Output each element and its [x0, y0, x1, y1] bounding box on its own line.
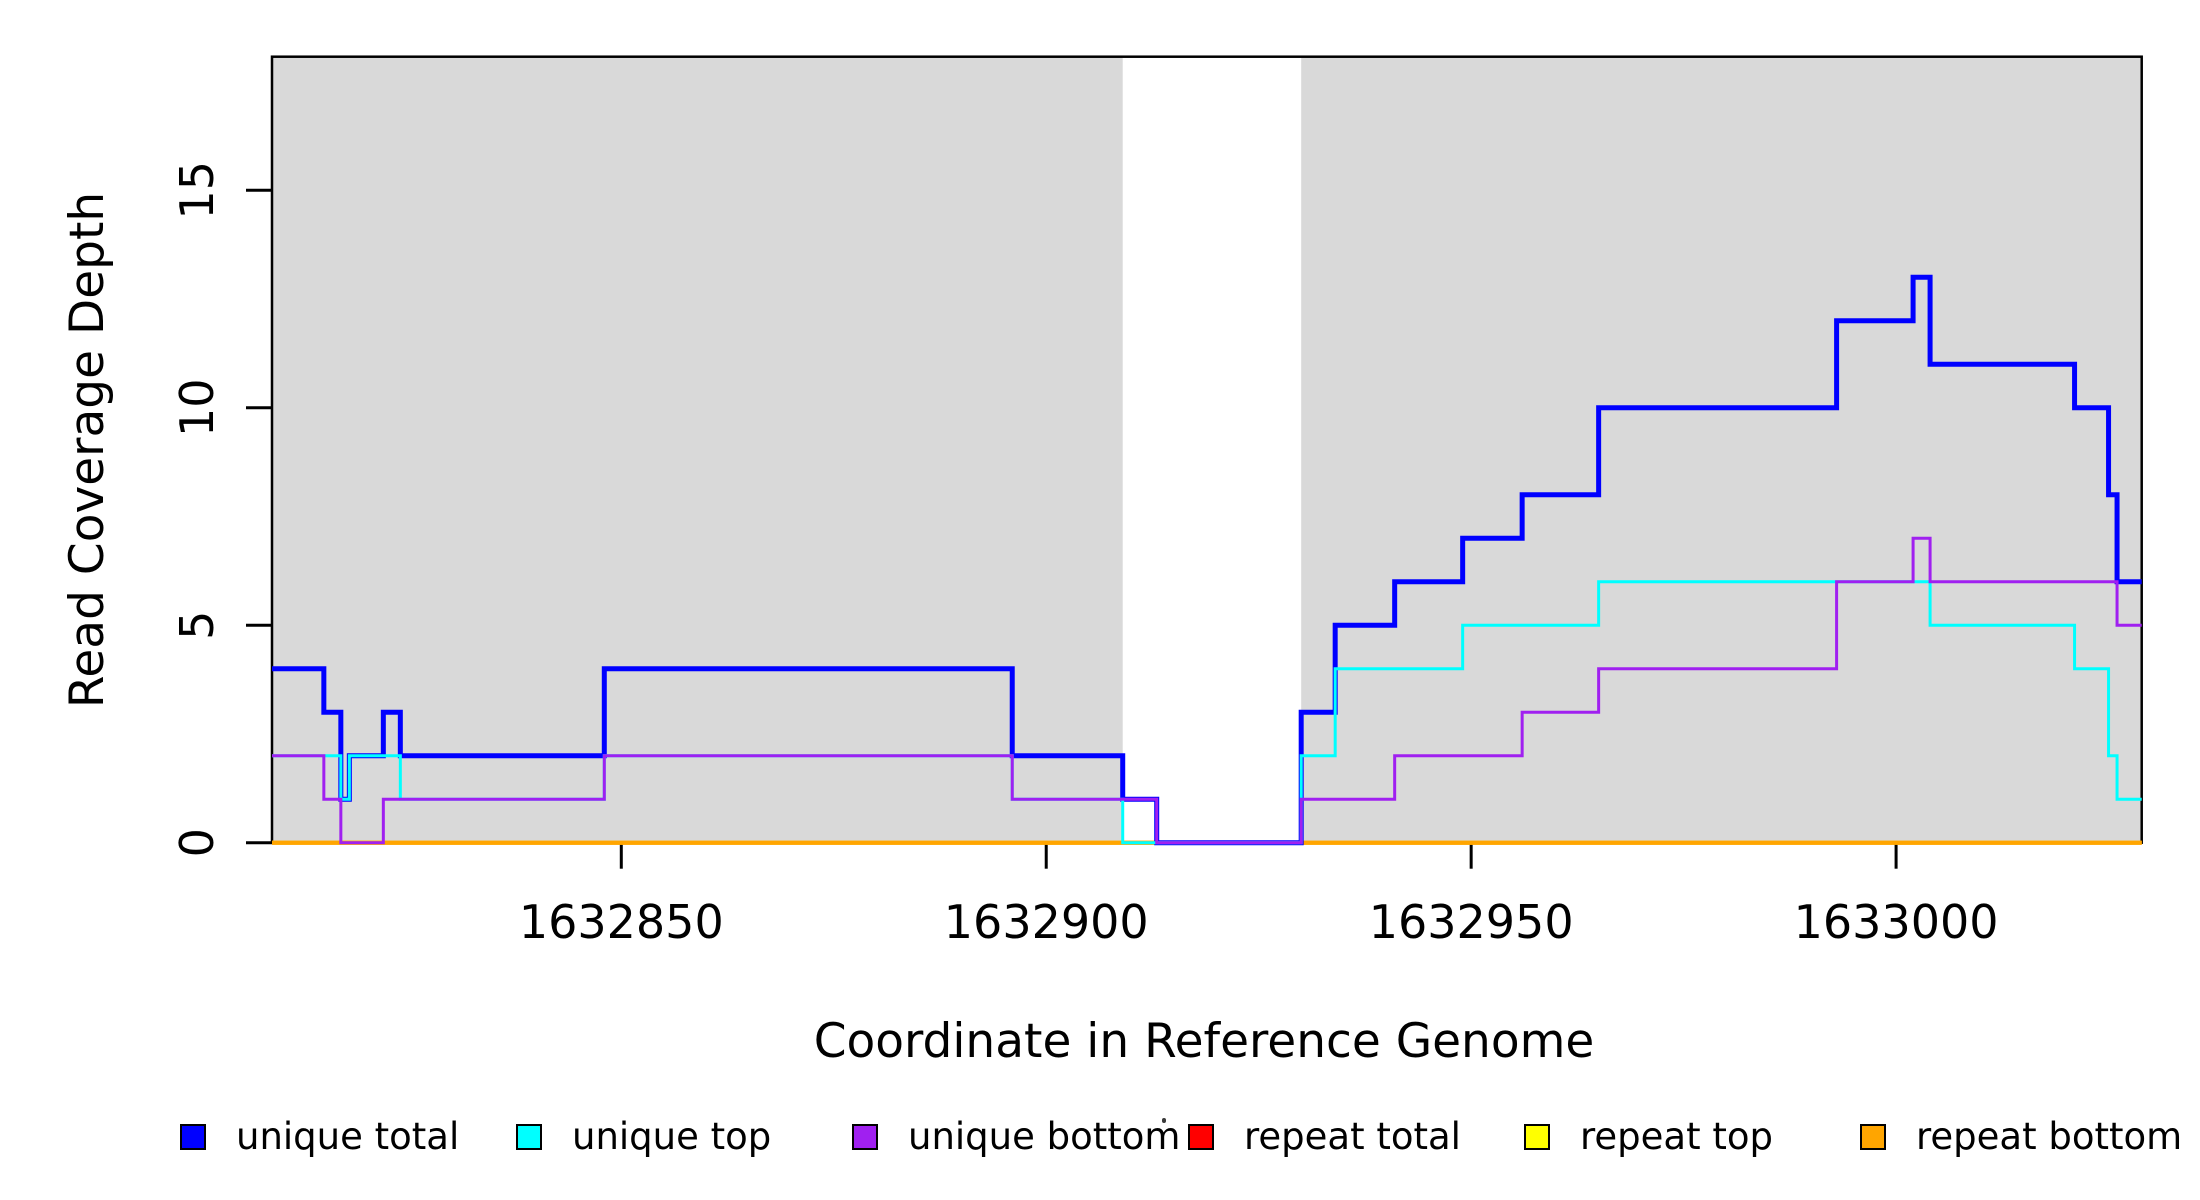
x-tick-label: 1632900 — [944, 895, 1149, 949]
legend-label: repeat bottom — [1916, 1115, 2183, 1158]
legend-item-repeat-bottom: repeat bottom — [1860, 1118, 2182, 1155]
y-tick-label: 10 — [170, 378, 224, 437]
x-tick-label: 1633000 — [1794, 895, 1999, 949]
legend-item-repeat-top: repeat top — [1524, 1118, 1773, 1155]
y-tick-label: 5 — [170, 611, 224, 640]
legend-item-unique-bottom: unique bottom — [852, 1118, 1180, 1155]
legend-label: repeat total — [1244, 1115, 1461, 1158]
y-axis-title: Read Coverage Depth — [60, 191, 115, 709]
y-tick-label: 0 — [170, 828, 224, 857]
legend-item-unique-top: unique top — [516, 1118, 771, 1155]
legend: unique total unique top unique bottom re… — [0, 1118, 2200, 1163]
series-line-unique-bottom — [272, 536, 2142, 845]
x-axis-title: Coordinate in Reference Genome — [813, 1014, 1595, 1069]
unique-total-swatch-icon — [180, 1123, 206, 1150]
repeat-top-swatch-icon — [1524, 1123, 1550, 1150]
unique-bottom-swatch-icon — [852, 1123, 878, 1150]
repeat-total-swatch-icon — [1188, 1123, 1214, 1150]
legend-item-unique-total: unique total — [180, 1118, 459, 1155]
legend-label: unique top — [572, 1115, 772, 1158]
aligned-block-right — [1301, 56, 2142, 843]
legend-item-repeat-total: repeat total — [1188, 1118, 1461, 1155]
legend-label: unique bottom — [908, 1115, 1181, 1158]
x-tick-label: 1632850 — [519, 895, 724, 949]
y-tick-label: 15 — [170, 161, 224, 220]
aligned-block-left — [272, 56, 1123, 843]
legend-label: repeat top — [1580, 1115, 1773, 1158]
unique-top-swatch-icon — [516, 1123, 542, 1150]
legend-label: unique total — [236, 1115, 460, 1158]
x-tick-label: 1632950 — [1369, 895, 1574, 949]
repeat-bottom-swatch-icon — [1860, 1123, 1886, 1150]
series-line-unique-top — [272, 580, 2142, 845]
stray-mark — [1162, 1118, 1166, 1123]
